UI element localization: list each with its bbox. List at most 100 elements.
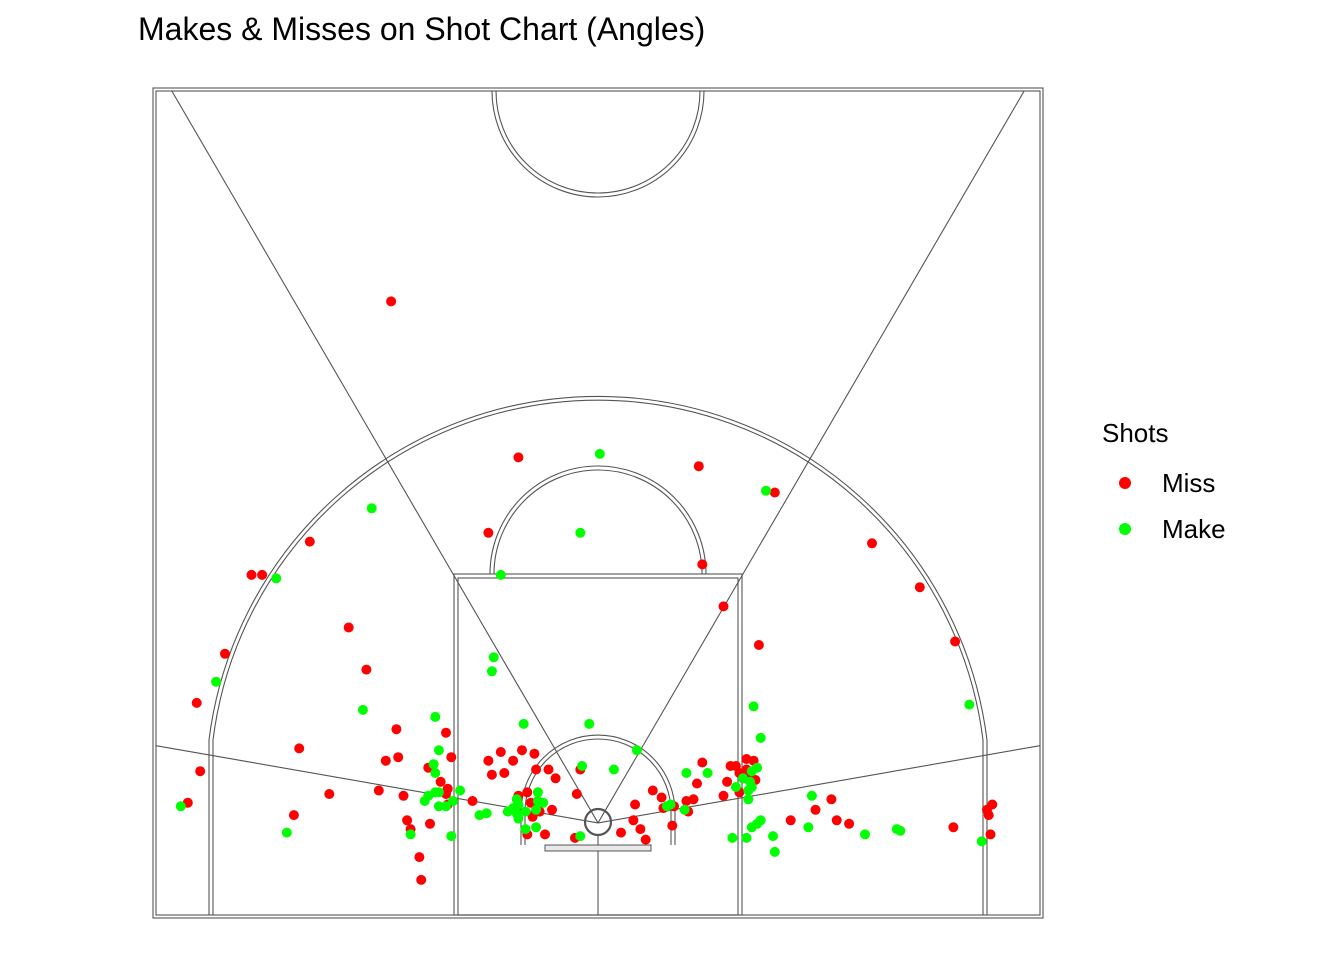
shot-point-miss — [616, 827, 626, 838]
shot-point-make — [446, 831, 457, 842]
shot-point-miss — [753, 640, 764, 650]
shot-point-miss — [402, 815, 413, 826]
shot-point-miss — [547, 804, 557, 815]
shot-point-miss — [697, 559, 708, 570]
shot-point-make — [741, 832, 752, 843]
shot-point-miss — [531, 764, 542, 775]
shot-point-miss — [380, 755, 391, 766]
shot-point-miss — [667, 820, 678, 831]
shot-point-miss — [785, 815, 796, 826]
backboard — [544, 844, 652, 852]
shot-point-make — [895, 825, 906, 836]
shot-point-miss — [826, 794, 837, 805]
shot-point-miss — [987, 799, 998, 810]
shot-point-miss — [304, 536, 315, 547]
shot-point-make — [575, 831, 586, 842]
shot-point-miss — [692, 778, 702, 789]
chart-title: Makes & Misses on Shot Chart (Angles) — [138, 11, 705, 47]
shot-point-miss — [914, 582, 925, 593]
legend: Shots Miss Make — [1102, 418, 1226, 544]
shot-point-miss — [513, 452, 524, 463]
shot-point-make — [768, 831, 778, 842]
shot-point-make — [532, 787, 543, 798]
shot-point-make — [428, 759, 439, 770]
free-throw-circle-outer — [489, 465, 707, 575]
shot-point-make — [976, 836, 987, 847]
shot-point-make — [743, 794, 754, 805]
shot-point-make — [211, 676, 222, 687]
shot-point-make — [752, 818, 763, 829]
shot-point-miss — [635, 824, 646, 835]
angle-line — [171, 90, 599, 824]
angle-line — [597, 90, 1025, 824]
shot-point-miss — [467, 796, 478, 806]
center-circle-inner — [495, 90, 701, 194]
shot-point-miss — [550, 773, 561, 784]
shot-point-miss — [416, 874, 427, 885]
basketball-court — [152, 87, 1044, 919]
shot-point-make — [366, 503, 377, 514]
shot-point-miss — [483, 755, 494, 766]
shot-point-make — [441, 801, 451, 812]
shot-point-miss — [769, 487, 780, 498]
shot-point-miss — [867, 538, 877, 549]
shot-point-miss — [522, 787, 533, 798]
shot-point-make — [271, 573, 282, 584]
shot-point-miss — [718, 601, 729, 612]
legend-label-make: Make — [1162, 514, 1226, 544]
shot-point-make — [806, 790, 817, 801]
shot-point-miss — [414, 852, 425, 863]
shot-point-make — [755, 732, 766, 743]
shot-points — [175, 296, 998, 885]
shot-point-make — [730, 782, 741, 792]
shot-point-miss — [950, 636, 961, 647]
shot-point-miss — [983, 810, 994, 821]
shot-point-make — [433, 745, 444, 756]
shot-point-make — [430, 768, 441, 778]
center-circle-outer — [491, 90, 705, 198]
shot-point-make — [631, 745, 642, 756]
shot-point-make — [518, 718, 529, 729]
legend-entry-miss: Miss — [1119, 468, 1215, 498]
court-boundary-inner — [155, 90, 1041, 916]
shot-point-miss — [718, 790, 729, 801]
shot-point-miss — [393, 752, 404, 763]
shot-point-miss — [517, 745, 527, 756]
shot-point-miss — [571, 789, 582, 799]
shot-point-make — [281, 827, 292, 838]
legend-title: Shots — [1102, 418, 1169, 448]
shot-point-miss — [398, 790, 409, 801]
shot-point-miss — [688, 794, 699, 805]
shot-point-miss — [508, 755, 519, 766]
shot-point-miss — [391, 724, 402, 735]
shot-point-make — [513, 813, 524, 824]
legend-marker-make — [1119, 523, 1131, 535]
shot-point-make — [531, 804, 542, 815]
shot-point-miss — [543, 764, 554, 775]
free-throw-circle-inner — [493, 469, 703, 575]
shot-point-make — [531, 822, 542, 833]
legend-entry-make: Make — [1119, 514, 1226, 544]
shot-point-make — [964, 699, 975, 710]
shot-point-miss — [831, 815, 842, 826]
shot-point-miss — [844, 818, 855, 829]
shot-point-make — [702, 768, 713, 778]
shot-point-miss — [656, 792, 667, 803]
shot-point-miss — [948, 822, 959, 833]
shot-point-make — [513, 799, 524, 810]
shot-point-make — [745, 776, 755, 787]
shot-point-make — [769, 846, 780, 857]
shot-point-make — [748, 701, 759, 712]
shot-point-make — [405, 829, 416, 840]
shot-point-make — [681, 768, 692, 778]
shot-point-miss — [195, 766, 206, 777]
shot-point-make — [594, 448, 605, 459]
shot-point-miss — [640, 834, 651, 845]
shot-point-miss — [425, 818, 435, 829]
shot-point-miss — [324, 789, 335, 799]
shot-point-miss — [486, 769, 497, 780]
shot-point-make — [727, 832, 738, 843]
shot-point-make — [538, 797, 549, 808]
shot-point-make — [662, 801, 672, 812]
